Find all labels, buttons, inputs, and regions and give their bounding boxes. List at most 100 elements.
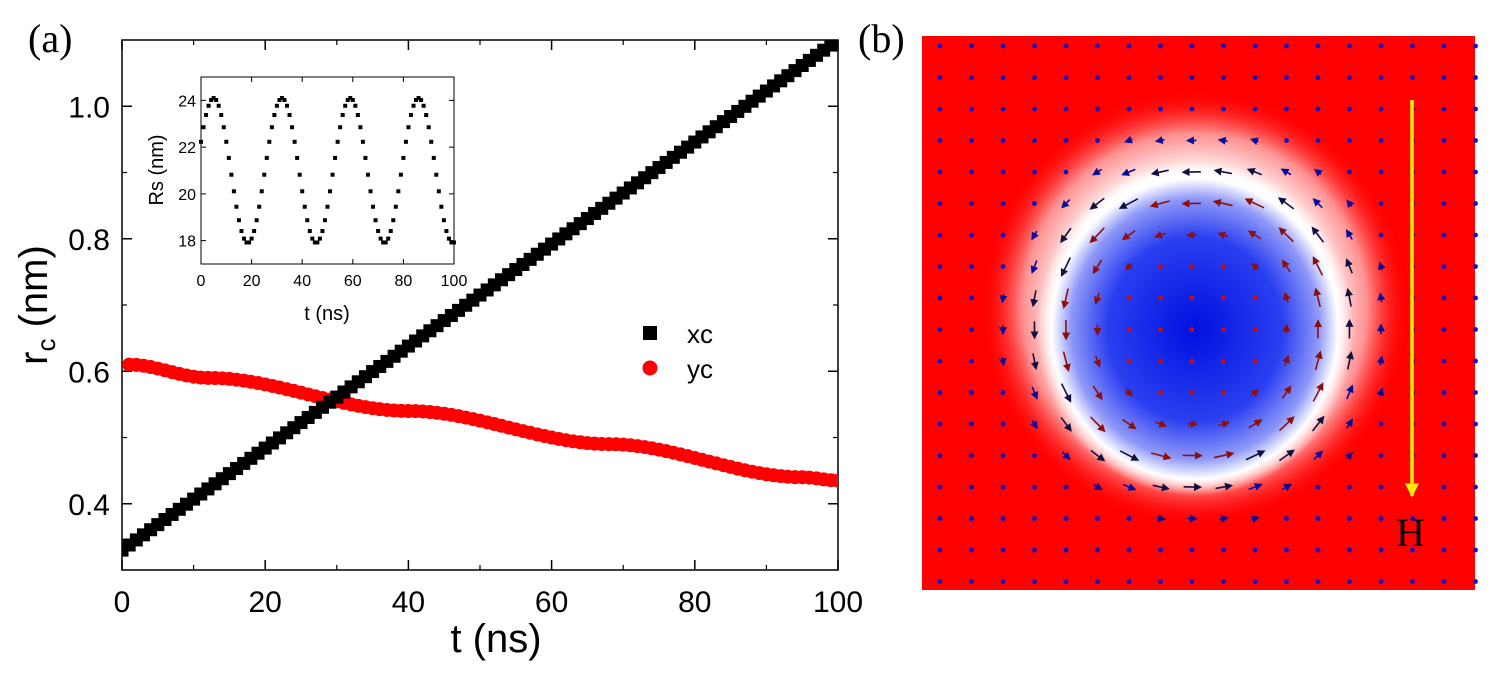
y-title-subscript: c	[31, 339, 61, 352]
rs-point	[264, 155, 269, 160]
field-arrow-vector	[1280, 168, 1292, 177]
field-dot	[1473, 201, 1478, 206]
field-dot	[1378, 43, 1384, 49]
field-arrow-vector	[1121, 230, 1136, 241]
field-arrow-vector	[1346, 384, 1354, 400]
field-arrow-vector	[1089, 227, 1105, 244]
rs-point	[424, 112, 429, 117]
field-dot	[1158, 75, 1163, 80]
rs-point	[287, 112, 292, 117]
field-dot	[1315, 43, 1321, 49]
field-arrow-vector	[1060, 257, 1072, 277]
rs-point	[242, 236, 247, 241]
rs-point	[411, 103, 416, 108]
series-rs	[199, 96, 456, 245]
field-arrow-vector	[1154, 136, 1165, 145]
legend-label-yc: yc	[687, 354, 713, 384]
field-dot	[1378, 484, 1384, 490]
panel-a: (a) 0 20 40 60 80 100 0.4 0.6 0.8 1.0 t (ns) rc …	[12, 16, 863, 661]
field-dot	[969, 295, 974, 301]
rs-point	[236, 218, 241, 223]
field-arrow-vector	[1090, 449, 1106, 462]
rs-point	[343, 103, 348, 108]
inset-y-axis-title: Rs (nm)	[146, 134, 168, 205]
field-dot	[1158, 264, 1163, 269]
series-xc	[122, 40, 838, 557]
field-dot	[1063, 579, 1069, 584]
field-dot	[1221, 43, 1226, 49]
field-dot	[1221, 358, 1226, 364]
field-arrow-vector	[1313, 168, 1323, 177]
field-dot	[937, 484, 943, 490]
rs-point	[365, 172, 370, 177]
field-dot	[1252, 358, 1258, 364]
field-dot	[1189, 390, 1195, 395]
field-dot	[1252, 547, 1258, 553]
rs-point	[386, 236, 391, 241]
field-dot	[1252, 75, 1258, 80]
rs-point	[269, 125, 274, 130]
field-arrow-vector	[1217, 231, 1229, 240]
y-title-main: r	[12, 352, 56, 365]
inset-chart: 0 20 40 60 80 100 18 20 22 24 t (ns) Rs (nm)	[146, 76, 467, 325]
field-arrow-vector	[1245, 450, 1266, 461]
field-dot	[1473, 421, 1478, 427]
field-dot	[1189, 579, 1195, 584]
field-dot	[1095, 547, 1100, 553]
field-dot	[1441, 484, 1447, 490]
field-dot	[969, 421, 974, 427]
rs-point	[403, 139, 408, 144]
field-dot	[1378, 232, 1384, 238]
rs-point	[396, 189, 401, 194]
x-tick-label: 80	[678, 586, 711, 619]
field-dot	[1315, 516, 1321, 521]
rs-point	[431, 155, 436, 160]
rs-point	[307, 229, 312, 234]
rs-point	[393, 204, 398, 209]
rs-point	[199, 139, 203, 144]
field-dot	[1063, 547, 1069, 553]
field-dot	[1063, 106, 1069, 112]
field-dot	[1441, 138, 1447, 143]
rs-point	[452, 240, 456, 245]
rs-point	[421, 103, 426, 108]
rs-point	[388, 229, 393, 234]
field-dot	[1221, 547, 1226, 553]
field-dot	[1252, 43, 1258, 49]
rs-point	[249, 236, 254, 241]
rs-point	[305, 218, 310, 223]
field-arrow-vector	[1250, 388, 1260, 398]
field-dot	[969, 484, 974, 490]
field-dot	[969, 169, 974, 175]
field-dot	[937, 232, 943, 238]
field-dot	[1221, 579, 1226, 584]
rs-point	[371, 204, 376, 209]
field-dot	[1347, 547, 1352, 553]
field-dot	[1284, 106, 1289, 112]
field-dot	[1063, 169, 1069, 175]
field-dot	[1189, 75, 1195, 80]
field-dot	[1063, 138, 1069, 143]
field-dot	[1000, 579, 1006, 584]
panel-b-label: (b)	[858, 16, 905, 61]
field-arrow-vector	[1093, 482, 1103, 491]
field-arrow-vector	[1249, 137, 1259, 146]
rs-point	[290, 125, 295, 130]
rs-point	[231, 189, 236, 194]
field-dot	[1126, 547, 1132, 553]
field-dot	[1441, 453, 1447, 458]
field-dot	[1473, 264, 1478, 269]
inset-x-tick-label: 40	[293, 273, 311, 290]
field-arrow-vector	[1125, 262, 1134, 271]
field-arrow-vector	[1246, 167, 1263, 176]
field-dot	[1315, 579, 1321, 584]
field-arrow-vector	[1218, 420, 1231, 429]
field-dot	[1095, 75, 1100, 80]
x-tick-label: 40	[392, 586, 425, 619]
field-arrow-vector	[1092, 167, 1103, 176]
field-dot	[1126, 579, 1132, 584]
field-dot	[937, 138, 943, 143]
field-dot	[1063, 484, 1069, 490]
rs-point	[297, 172, 302, 177]
field-arrow-vector	[1281, 385, 1292, 399]
